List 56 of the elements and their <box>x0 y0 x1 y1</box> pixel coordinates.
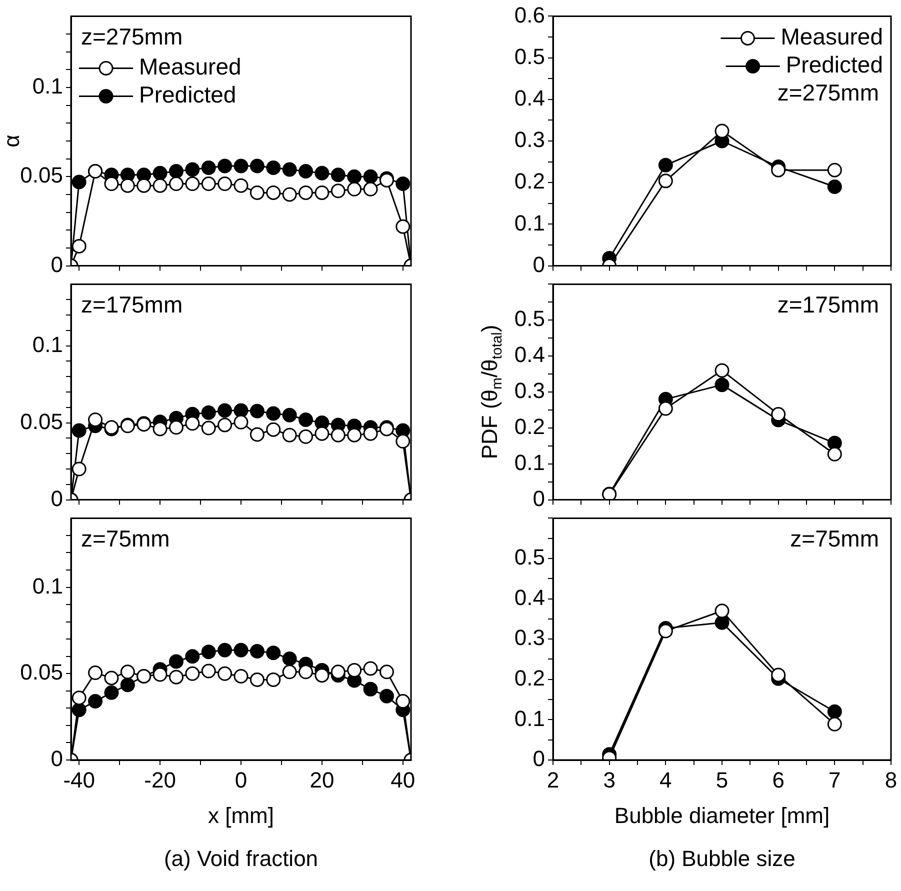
annotation: z=275mm <box>81 24 183 50</box>
y-tick-label: 0.3 <box>514 378 545 404</box>
x-axis-title: x [mm] <box>208 802 274 828</box>
y-tick-label: 0.1 <box>514 450 545 475</box>
y-tick-label: 0.1 <box>32 332 63 357</box>
y-axis-title: PDF (θm/θtotal) <box>477 324 506 460</box>
x-tick-label: 40 <box>390 767 416 792</box>
y-axis-title: α <box>0 134 24 148</box>
annotation: z=275mm <box>777 80 879 106</box>
text: (b) Bubble size <box>648 846 796 872</box>
x-tick-label: -20 <box>144 767 176 792</box>
y-tick-label: 0.5 <box>514 306 545 332</box>
legend-label: Predicted <box>139 82 236 108</box>
y-tick-label: 0.2 <box>514 665 545 690</box>
y-tick-label: 0.1 <box>32 573 63 598</box>
x-tick-label: -40 <box>63 767 95 792</box>
y-tick-label: 0.6 <box>514 2 545 28</box>
x-tick-label: 2 <box>546 767 560 792</box>
x-tick-label: 0 <box>234 767 248 792</box>
y-tick-label: 0 <box>50 486 63 511</box>
y-tick-label: 0.3 <box>514 127 545 152</box>
y-tick-label: 0.5 <box>514 544 545 570</box>
y-tick-label: 0.1 <box>514 210 545 236</box>
y-tick-label: 0 <box>532 486 545 511</box>
x-tick-label: 20 <box>310 767 334 792</box>
x-tick-label: 6 <box>772 767 784 792</box>
annotation: z=75mm <box>81 526 170 552</box>
annotation: z=175mm <box>81 292 183 318</box>
y-tick-label: 0 <box>532 252 545 277</box>
legend-label: Measured <box>780 24 884 50</box>
y-tick-label: 0.05 <box>20 408 63 434</box>
legend-label: Predicted <box>786 52 884 78</box>
y-tick-label: 0.3 <box>514 625 545 650</box>
legend-label: Measured <box>139 54 242 80</box>
x-axis-title: Bubble diameter [mm] <box>614 802 830 828</box>
x-tick-label: 8 <box>884 767 898 792</box>
y-tick-label: 0 <box>532 746 545 772</box>
x-tick-label: 7 <box>828 767 841 792</box>
x-tick-label: 4 <box>660 767 672 792</box>
y-tick-label: 0.05 <box>20 162 63 188</box>
y-tick-label: 0.2 <box>514 168 545 194</box>
x-tick-label: 3 <box>603 767 616 792</box>
text: (a) Void fraction <box>164 846 318 872</box>
y-tick-label: 0.1 <box>514 706 545 731</box>
y-tick-label: 0.05 <box>20 660 63 685</box>
y-tick-label: 0.4 <box>514 85 545 110</box>
y-tick-label: 0.4 <box>514 342 545 368</box>
annotation: z=175mm <box>777 292 879 318</box>
y-tick-label: 0.5 <box>514 44 545 69</box>
y-tick-label: 0.1 <box>32 74 63 99</box>
y-tick-label: 0.4 <box>514 584 545 610</box>
annotation: z=75mm <box>790 526 880 552</box>
y-tick-label: 0 <box>50 252 63 277</box>
y-tick-label: 0 <box>50 746 63 772</box>
x-tick-label: 5 <box>716 767 728 792</box>
y-tick-label: 0.2 <box>514 414 545 439</box>
